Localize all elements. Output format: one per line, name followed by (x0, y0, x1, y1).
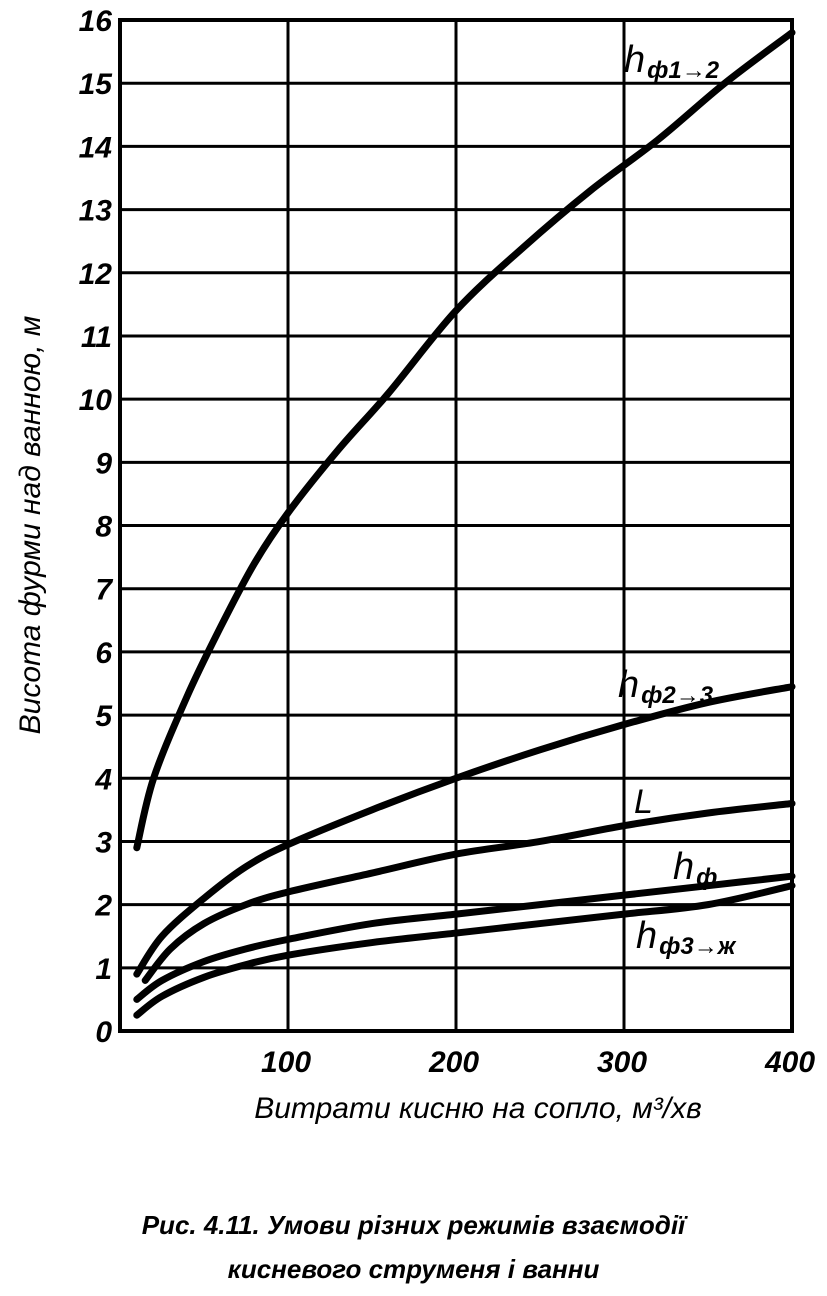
y-tick-label: 13 (79, 195, 113, 228)
y-tick-label: 4 (94, 763, 112, 796)
grid-lines (120, 20, 792, 1031)
y-tick-label: 7 (95, 574, 113, 607)
y-tick-label: 10 (79, 384, 113, 417)
curve-labels: hф1→2 hф2→3 Lhф hф3→ж (618, 39, 737, 960)
y-tick-label: 11 (81, 321, 112, 354)
y-tick-label: 1 (95, 953, 112, 986)
y-tick-label: 0 (95, 1016, 112, 1049)
curves (133, 29, 796, 1019)
x-tick-label: 100 (261, 1046, 311, 1079)
series-label: hф3→ж (636, 915, 737, 960)
y-tick-label: 2 (94, 890, 112, 923)
series-line (133, 882, 796, 1019)
figure-caption-line-1: Рис. 4.11. Умови різних режимів взаємоді… (141, 1210, 686, 1240)
series-line (133, 872, 796, 1003)
x-tick-label: 200 (428, 1046, 479, 1079)
y-tick-label: 6 (95, 637, 112, 670)
y-tick-label: 8 (95, 511, 112, 544)
series-label: L (634, 783, 653, 821)
series-line (141, 800, 796, 984)
plot-frame (118, 18, 794, 1033)
y-axis-title: Висота фурми над ванною, м (14, 316, 47, 735)
y-tick-label: 15 (79, 68, 114, 101)
series-line (133, 683, 796, 978)
y-tick-label: 3 (95, 826, 112, 859)
y-tick-label: 16 (79, 5, 113, 38)
y-tick-label: 9 (95, 447, 112, 480)
series-label: hф2→3 (618, 664, 714, 709)
y-tick-label: 14 (79, 131, 113, 164)
series-label: hф (673, 846, 717, 891)
x-tick-label: 300 (597, 1046, 647, 1079)
series-line (133, 29, 796, 852)
x-tick-label: 400 (764, 1046, 815, 1079)
figure-caption-line-2: кисневого струменя і ванни (227, 1254, 600, 1284)
x-axis-title: Витрати кисню на сопло, м³/хв (254, 1092, 702, 1125)
series-label: hф1→2 (624, 39, 720, 84)
y-tick-label: 12 (79, 258, 113, 291)
y-tick-label: 5 (95, 700, 113, 733)
